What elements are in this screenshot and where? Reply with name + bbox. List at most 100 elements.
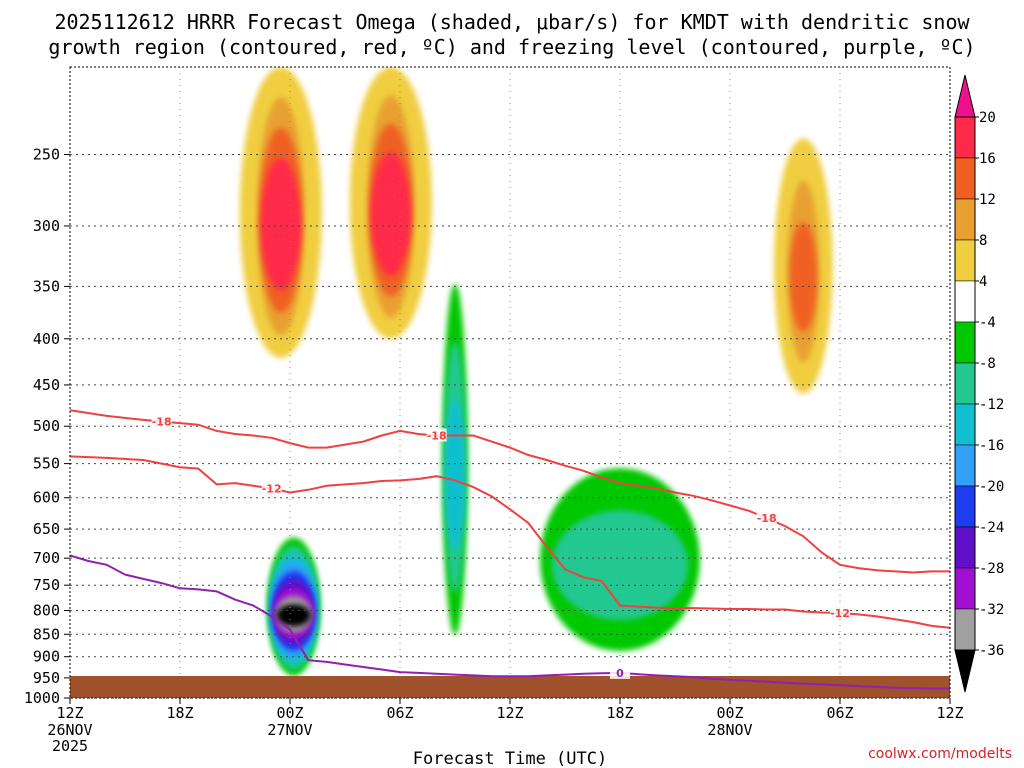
colorbar-label: 4 — [979, 274, 987, 290]
omega-contour — [445, 399, 465, 550]
colorbar-bin — [954, 157, 976, 200]
x-tick-sublabel: 2025 — [52, 737, 88, 755]
y-tick-label: 650 — [33, 520, 60, 538]
y-tick-label: 600 — [33, 489, 60, 507]
colorbar-label: -28 — [979, 561, 1004, 577]
x-tick-label: 06Z — [386, 704, 413, 722]
colorbar-label: 12 — [979, 192, 996, 208]
colorbar-label: -4 — [979, 315, 996, 331]
x-tick-sublabel: 27NOV — [267, 721, 312, 739]
colorbar-label: -8 — [979, 356, 996, 372]
isotherm-label-bg — [756, 511, 777, 525]
chart-title-line2: growth region (contoured, red, ºC) and f… — [48, 35, 976, 59]
colorbar-label: -36 — [979, 643, 1004, 659]
x-tick-label: 18Z — [166, 704, 193, 722]
x-tick-sublabel: 26NOV — [47, 721, 92, 739]
colorbar-label: 16 — [979, 151, 996, 167]
omega-contour — [276, 604, 311, 627]
omega-feature-1 — [349, 67, 432, 339]
colorbar-bin — [954, 444, 976, 487]
y-tick-label: 350 — [33, 277, 60, 295]
y-tick-label: 450 — [33, 376, 60, 394]
x-tick-sublabel: 28NOV — [707, 721, 752, 739]
y-tick-label: 400 — [33, 330, 60, 348]
isotherm-label: -18 — [757, 512, 777, 525]
isotherm-label: 0 — [616, 667, 624, 680]
isotherm-label-bg — [261, 481, 282, 495]
omega-shading — [239, 67, 833, 682]
y-tick-label: 250 — [33, 145, 60, 163]
y-tick-label: 500 — [33, 417, 60, 435]
colorbar-bin — [954, 485, 976, 528]
x-tick-label: 00Z — [276, 704, 303, 722]
y-tick-label: 900 — [33, 648, 60, 666]
y-tick-label: 800 — [33, 602, 60, 620]
x-tick-label: 12Z — [56, 704, 83, 722]
colorbar-label: 8 — [979, 233, 987, 249]
isotherm-0: -18 -18 -18 — [70, 409, 950, 574]
colorbar-bin — [954, 239, 976, 282]
x-tick-label: 00Z — [716, 704, 743, 722]
colorbar-bin — [954, 280, 976, 323]
isotherm-label-bg — [151, 414, 172, 428]
isotherm-label-bg — [610, 665, 630, 679]
isotherm-line — [70, 554, 950, 690]
colorbar-label: -24 — [979, 520, 1004, 536]
colorbar-bin — [954, 198, 976, 241]
isotherm-label-bg — [830, 605, 850, 619]
x-tick-label: 06Z — [826, 704, 853, 722]
x-tick-label: 18Z — [606, 704, 633, 722]
isotherm-2: 0 — [70, 554, 950, 690]
y-tick-label: 950 — [33, 669, 60, 687]
colorbar-bin — [954, 526, 976, 569]
colorbar-top-extend — [954, 74, 976, 118]
omega-contour — [373, 180, 409, 255]
terrain-bar — [70, 676, 950, 698]
colorbar-label: -32 — [979, 602, 1004, 618]
omega-feature-2 — [249, 529, 338, 682]
colorbar-bin — [954, 403, 976, 446]
y-tick-label: 700 — [33, 549, 60, 567]
colorbar-bin — [954, 321, 976, 364]
y-tick-label: 300 — [33, 217, 60, 235]
colorbar-bin — [954, 567, 976, 610]
y-tick-label: 550 — [33, 455, 60, 473]
credit-link[interactable]: coolwx.com/modelts — [868, 746, 1012, 762]
isotherm-line — [70, 409, 950, 574]
colorbar-label: 20 — [979, 110, 996, 126]
isotherm-label: -12 — [262, 482, 282, 495]
colorbar-bin — [954, 608, 976, 651]
omega-feature-5 — [774, 138, 833, 394]
y-tick-label: 750 — [33, 576, 60, 594]
isotherm-label: -18 — [427, 430, 447, 443]
y-tick-label: 1000 — [24, 689, 60, 707]
colorbar-frame — [954, 116, 976, 651]
colorbar-label: -20 — [979, 479, 1004, 495]
terrain-strip — [70, 676, 950, 698]
isotherm-1: -12 -12 — [70, 455, 950, 629]
colorbar-bin — [954, 116, 976, 159]
omega-feature-4 — [473, 426, 767, 682]
x-axis-label: Forecast Time (UTC) — [413, 749, 607, 768]
colorbar-bottom-extend — [954, 649, 976, 693]
x-tick-label: 12Z — [496, 704, 523, 722]
omega-feature-0 — [239, 67, 322, 358]
x-tick-label: 12Z — [936, 704, 963, 722]
isotherm-label: -18 — [152, 416, 172, 429]
colorbar-label: -16 — [979, 438, 1004, 454]
colorbar: 20 16 12 8 4 -4 -8 -12 -16 -20 -24 -28 -32 -36 — [954, 74, 1004, 693]
colorbar-label: -12 — [979, 397, 1004, 413]
y-tick-label: 850 — [33, 625, 60, 643]
omega-contour — [789, 222, 817, 332]
frame-rect — [69, 66, 951, 699]
isotherm-label: -12 — [830, 607, 850, 620]
plot-frame — [69, 66, 951, 699]
y-axis: 1000 950 900 850 800 750 700 650 600 550 500 450 400… — [24, 145, 70, 707]
colorbar-bin — [954, 362, 976, 405]
isotherm-line — [70, 455, 950, 629]
omega-contour — [263, 188, 299, 268]
chart-title-line1: 2025112612 HRRR Forecast Omega (shaded, … — [54, 10, 970, 34]
isotherm-contours: -18 -18 -18 -12 -12 0 — [70, 409, 950, 690]
